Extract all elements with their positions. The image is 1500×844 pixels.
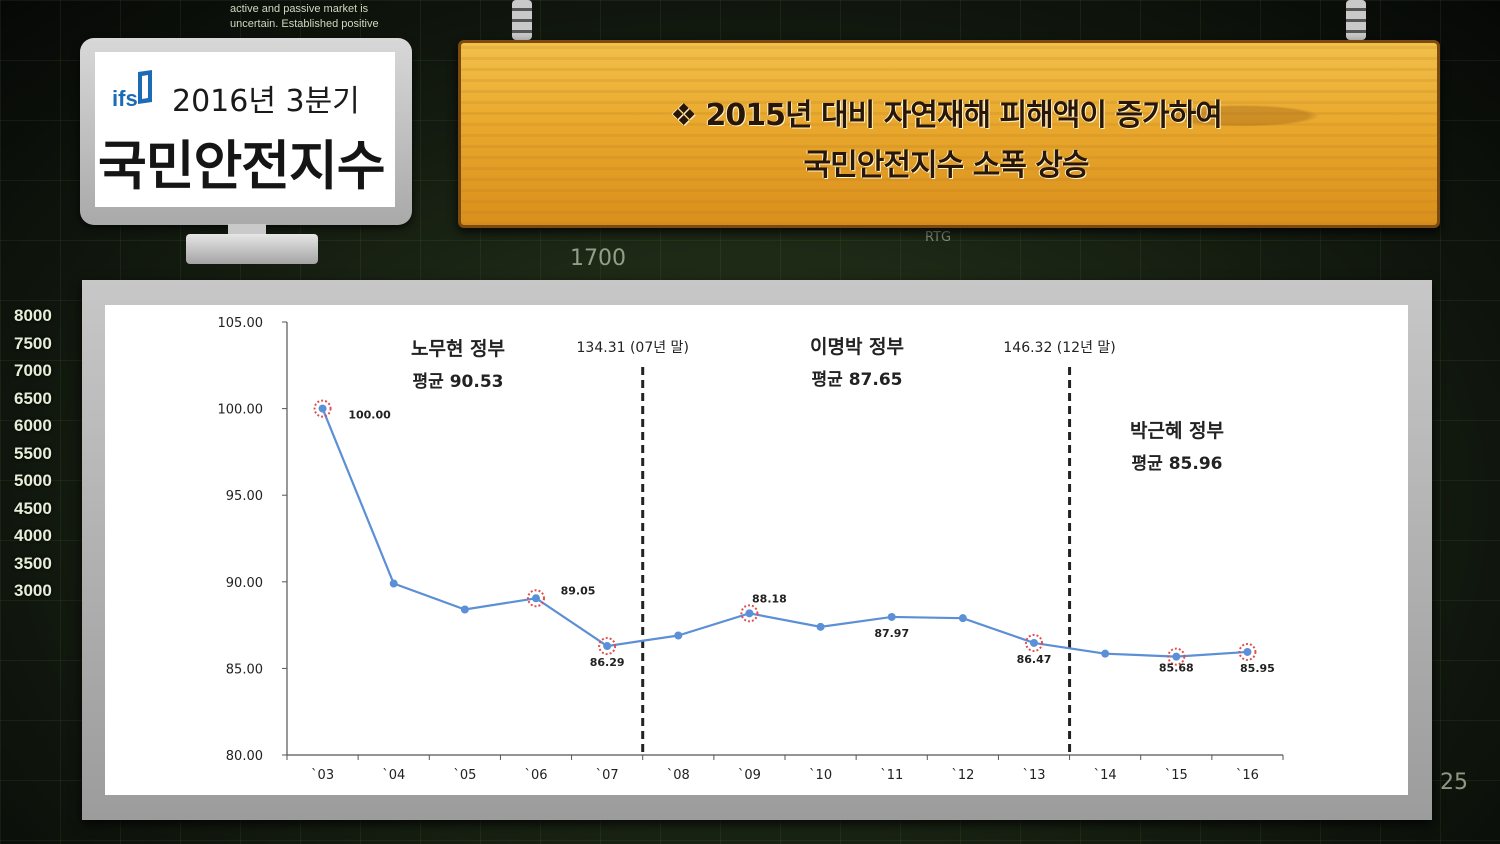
series-line xyxy=(321,408,1248,658)
data-point xyxy=(674,631,683,640)
line-chart: 105.00 100.00 95.00 90.00 85.00 80.00 `03 `04 `0… xyxy=(218,316,1284,783)
data-label: 85.68 xyxy=(1159,662,1194,675)
background-axis-number: 4000 xyxy=(14,526,52,545)
x-tick-label: `06 xyxy=(524,768,547,783)
y-tick-label: 95.00 xyxy=(226,489,263,504)
headline-line1: ❖ 2015년 대비 자연재해 피해액이 증가하여 xyxy=(670,98,1223,133)
highlight-marker xyxy=(1167,647,1186,666)
data-point xyxy=(1172,652,1181,661)
background-number: 25 xyxy=(1440,770,1468,795)
y-tick-label: 80.00 xyxy=(226,749,263,764)
background-number: 1700 xyxy=(570,246,626,271)
divider-label: 134.31 (07년 말) xyxy=(577,340,689,356)
data-point xyxy=(389,579,398,588)
x-tick-label: `13 xyxy=(1022,768,1045,783)
quarter-label: 2016년 3분기 xyxy=(172,84,360,119)
x-tick-label: `08 xyxy=(667,768,690,783)
logo-text: ifs xyxy=(112,86,138,111)
government-average: 평균 87.65 xyxy=(812,370,903,390)
x-tick-label: `09 xyxy=(738,768,761,783)
x-tick-label: `07 xyxy=(596,768,619,783)
highlight-marker xyxy=(1238,642,1257,661)
background-blurb-line: uncertain. Established positive xyxy=(230,18,379,30)
x-tick-label: `12 xyxy=(951,768,974,783)
data-label: 86.47 xyxy=(1017,653,1052,666)
data-point xyxy=(318,404,327,413)
highlight-marker xyxy=(598,637,617,656)
background-axis-number: 3500 xyxy=(14,553,52,573)
highlight-marker xyxy=(1025,633,1043,652)
background-blurb-line: active and passive market is xyxy=(230,3,369,15)
x-tick-label: `15 xyxy=(1165,768,1188,783)
data-point xyxy=(816,622,825,631)
x-tick-label: `10 xyxy=(809,768,832,783)
page-title: 국민안전지수 xyxy=(98,136,386,197)
background-axis: 8000 7500 7000 6500 6000 5500 5000 4500 … xyxy=(14,306,74,609)
x-tick-label: `05 xyxy=(453,768,476,783)
chain-icon xyxy=(1346,0,1366,40)
monitor-base xyxy=(186,234,318,264)
background-label: RTG xyxy=(925,230,952,245)
x-tick-label: `16 xyxy=(1236,768,1259,783)
highlight-marker xyxy=(527,589,545,608)
government-average: 평균 90.53 xyxy=(413,372,504,392)
background-axis-number: 7500 xyxy=(14,333,52,353)
government-average: 평균 85.96 xyxy=(1132,454,1223,474)
background-axis-number: 5500 xyxy=(14,443,52,463)
background-blurb: active and passive market is uncertain. … xyxy=(230,2,430,32)
data-point xyxy=(745,609,754,618)
data-point xyxy=(1030,638,1038,647)
data-label: 89.05 xyxy=(561,584,596,597)
background-axis-number: 4500 xyxy=(14,498,52,518)
data-label: 86.29 xyxy=(590,656,625,669)
data-point xyxy=(460,605,469,614)
y-tick-label: 105.00 xyxy=(218,316,264,331)
data-label: 100.00 xyxy=(348,409,391,422)
background-axis-number: 8000 xyxy=(14,306,52,325)
government-name: 박근혜 정부 xyxy=(1130,420,1224,442)
y-tick-label: 90.00 xyxy=(226,576,263,591)
background-axis-number: 6500 xyxy=(14,388,52,408)
highlight-marker xyxy=(740,604,759,623)
y-tick-label: 85.00 xyxy=(226,662,263,677)
x-tick-label: `14 xyxy=(1094,768,1117,783)
headline-line2: 국민안전지수 소폭 상승 xyxy=(803,148,1090,183)
ifs-logo-icon xyxy=(138,70,152,104)
data-point xyxy=(887,612,896,621)
data-point xyxy=(603,642,612,651)
x-tick-label: `11 xyxy=(880,768,903,783)
data-point xyxy=(532,594,540,603)
background-axis-number: 7000 xyxy=(14,361,52,380)
data-label: 88.18 xyxy=(752,592,787,605)
chain-icon xyxy=(512,0,532,40)
divider-label: 146.32 (12년 말) xyxy=(1003,340,1115,356)
government-name: 노무현 정부 xyxy=(411,338,505,360)
background-axis-number: 6000 xyxy=(14,416,52,435)
x-tick-label: `03 xyxy=(311,768,334,783)
x-tick-label: `04 xyxy=(382,768,405,783)
chart-panel xyxy=(105,305,1408,795)
data-point xyxy=(1243,647,1252,656)
background-axis-number: 5000 xyxy=(14,471,52,490)
background-axis-number: 3000 xyxy=(14,581,52,600)
data-label: 87.97 xyxy=(874,627,909,640)
government-name: 이명박 정부 xyxy=(810,336,904,358)
y-tick-label: 100.00 xyxy=(218,403,264,418)
wooden-sign xyxy=(458,40,1440,228)
highlight-marker xyxy=(313,399,332,418)
data-label: 85.95 xyxy=(1240,662,1275,675)
data-point xyxy=(958,614,967,623)
data-point xyxy=(1101,649,1110,658)
